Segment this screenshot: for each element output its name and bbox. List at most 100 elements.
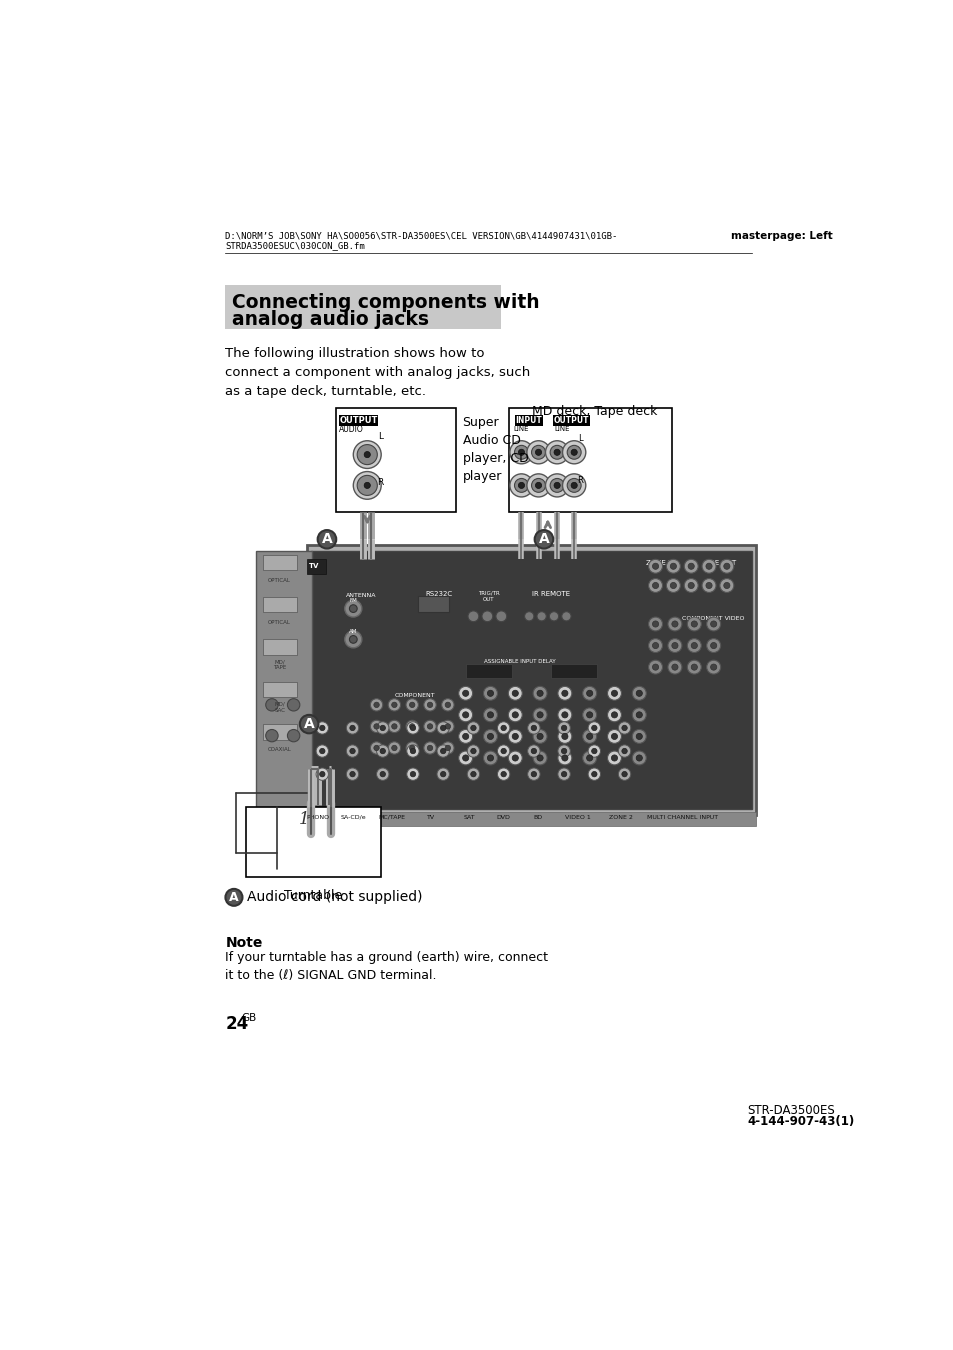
Circle shape (706, 617, 720, 630)
Circle shape (687, 563, 694, 570)
Circle shape (514, 446, 528, 459)
Circle shape (497, 745, 509, 757)
Circle shape (509, 474, 533, 497)
Circle shape (483, 707, 497, 722)
Text: D:\NORM’S JOB\SONY HA\SO0056\STR-DA3500ES\CEL VERSION\GB\4144907431\01GB-: D:\NORM’S JOB\SONY HA\SO0056\STR-DA3500E… (225, 231, 618, 240)
Circle shape (299, 716, 318, 733)
Circle shape (508, 729, 521, 744)
Circle shape (533, 707, 546, 722)
Circle shape (406, 741, 418, 755)
Text: R: R (577, 477, 582, 485)
Circle shape (440, 748, 445, 753)
Circle shape (691, 643, 697, 648)
Circle shape (554, 450, 559, 455)
Circle shape (423, 741, 436, 755)
Bar (256, 551, 312, 809)
Circle shape (376, 722, 389, 734)
Circle shape (561, 711, 567, 718)
Circle shape (462, 755, 468, 761)
Circle shape (683, 559, 698, 574)
Circle shape (458, 686, 472, 701)
Circle shape (356, 444, 377, 464)
Circle shape (648, 579, 661, 593)
Text: masterpage: Left: masterpage: Left (731, 231, 832, 242)
Circle shape (648, 639, 661, 652)
Circle shape (349, 605, 356, 613)
Circle shape (632, 707, 645, 722)
Circle shape (497, 722, 509, 734)
Circle shape (317, 531, 335, 548)
Circle shape (586, 690, 592, 697)
Circle shape (388, 741, 400, 755)
Text: AUDIO: AUDIO (339, 425, 364, 435)
Circle shape (406, 745, 418, 757)
Text: ZONE 2: ZONE 2 (608, 815, 632, 819)
Circle shape (670, 582, 676, 589)
Circle shape (705, 563, 711, 570)
Circle shape (562, 440, 585, 464)
Circle shape (440, 725, 445, 730)
Circle shape (636, 755, 641, 761)
Circle shape (558, 707, 571, 722)
Circle shape (531, 446, 545, 459)
Text: TV: TV (426, 815, 435, 819)
Circle shape (436, 722, 449, 734)
Circle shape (710, 664, 716, 670)
Circle shape (706, 660, 720, 674)
Text: ASSIGNABLE INPUT DELAY: ASSIGNABLE INPUT DELAY (483, 659, 556, 664)
Circle shape (500, 725, 506, 730)
Text: DVD: DVD (496, 815, 509, 819)
Circle shape (648, 660, 661, 674)
Bar (262, 555, 297, 570)
Circle shape (406, 699, 418, 711)
Text: MD/
SAC: MD/ SAC (274, 702, 285, 713)
Circle shape (691, 664, 697, 670)
Circle shape (683, 579, 698, 593)
Circle shape (560, 725, 566, 730)
Circle shape (723, 582, 729, 589)
Text: SAT: SAT (463, 815, 475, 819)
Circle shape (512, 690, 517, 697)
Circle shape (582, 729, 596, 744)
Circle shape (671, 664, 678, 670)
Text: STRDA3500ESUC\030CON_GB.fm: STRDA3500ESUC\030CON_GB.fm (225, 242, 365, 250)
Circle shape (315, 768, 328, 780)
Circle shape (667, 617, 681, 630)
Text: If your turntable has a ground (earth) wire, connect
it to the (ℓ) SIGNAL GND te: If your turntable has a ground (earth) w… (225, 952, 548, 983)
Text: VIDEO 1: VIDEO 1 (564, 815, 590, 819)
Circle shape (470, 725, 476, 730)
Circle shape (379, 725, 385, 730)
Text: Connecting components with: Connecting components with (232, 293, 538, 312)
Circle shape (526, 440, 550, 464)
Circle shape (723, 563, 729, 570)
Circle shape (319, 725, 325, 730)
Circle shape (691, 621, 697, 628)
Circle shape (720, 559, 733, 574)
Text: RS232C: RS232C (424, 591, 452, 597)
Text: BD: BD (533, 815, 541, 819)
Circle shape (550, 478, 563, 493)
Circle shape (483, 729, 497, 744)
Circle shape (621, 725, 627, 730)
Circle shape (666, 579, 679, 593)
Circle shape (567, 446, 580, 459)
Text: INPUT: INPUT (515, 416, 541, 425)
Circle shape (618, 768, 630, 780)
Circle shape (427, 745, 433, 751)
Text: MD/
TAPE: MD/ TAPE (273, 659, 286, 670)
Circle shape (586, 755, 592, 761)
Circle shape (591, 771, 597, 776)
Circle shape (445, 745, 450, 751)
Circle shape (406, 722, 418, 734)
Circle shape (468, 612, 478, 622)
Bar (509, 409, 671, 513)
Circle shape (487, 690, 493, 697)
Text: Note: Note (225, 936, 262, 950)
Text: AM: AM (349, 629, 357, 633)
Text: 1: 1 (298, 811, 309, 828)
Bar (262, 682, 297, 697)
Circle shape (537, 612, 546, 621)
Circle shape (512, 733, 517, 740)
Circle shape (611, 755, 617, 761)
Circle shape (388, 699, 400, 711)
